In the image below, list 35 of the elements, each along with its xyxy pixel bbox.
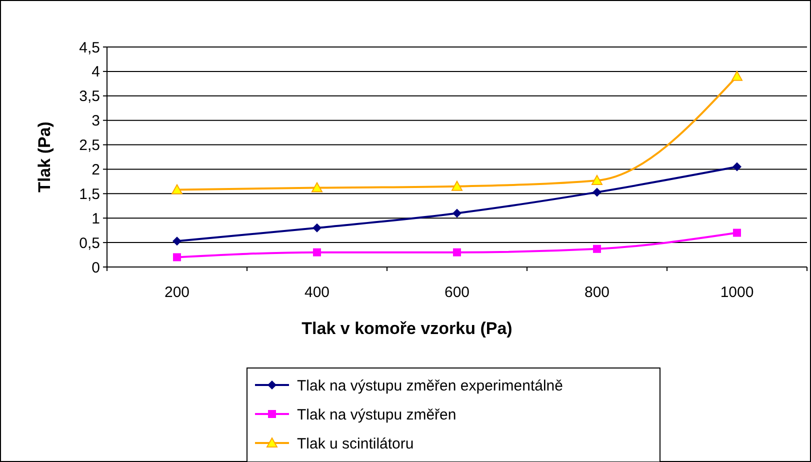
y-tick-label: 1,5 [79,186,100,203]
x-tick-label: 200 [164,284,190,301]
y-tick-label: 4 [92,64,100,81]
point [312,223,322,232]
point [172,184,182,194]
point [452,208,462,218]
y-tick-label: 0,5 [79,234,100,252]
x-axis-title: Tlak v komoře vzorku (Pa) [302,319,512,338]
point [732,70,742,81]
point [313,248,321,256]
point [733,228,741,237]
point [312,182,322,192]
y-tick-label: 2,5 [79,137,100,154]
legend-label: Tlak u scintilátoru [297,435,414,452]
point [173,253,181,262]
x-tick-label: 400 [304,284,330,301]
y-tick-label: 2 [92,161,100,178]
point [592,188,602,197]
legend-label: Tlak na výstupu změřen experimentálně [297,377,563,394]
point [732,162,742,172]
x-tick-label: 600 [444,284,470,301]
y-tick-label: 1 [92,210,100,228]
point [453,248,461,256]
y-axis-title: Tlak (Pa) [35,122,54,192]
x-tick-label: 1000 [720,284,754,301]
y-tick-label: 3,5 [79,88,100,106]
y-tick-label: 4,5 [79,39,100,56]
y-tick-label: 3 [92,112,100,130]
y-tick-label: 0 [92,259,100,276]
point [592,174,602,185]
point [593,244,601,253]
legend-label: Tlak na výstupu změřen [297,406,456,424]
point [452,180,462,191]
x-tick-label: 800 [584,284,610,301]
point [172,236,182,246]
